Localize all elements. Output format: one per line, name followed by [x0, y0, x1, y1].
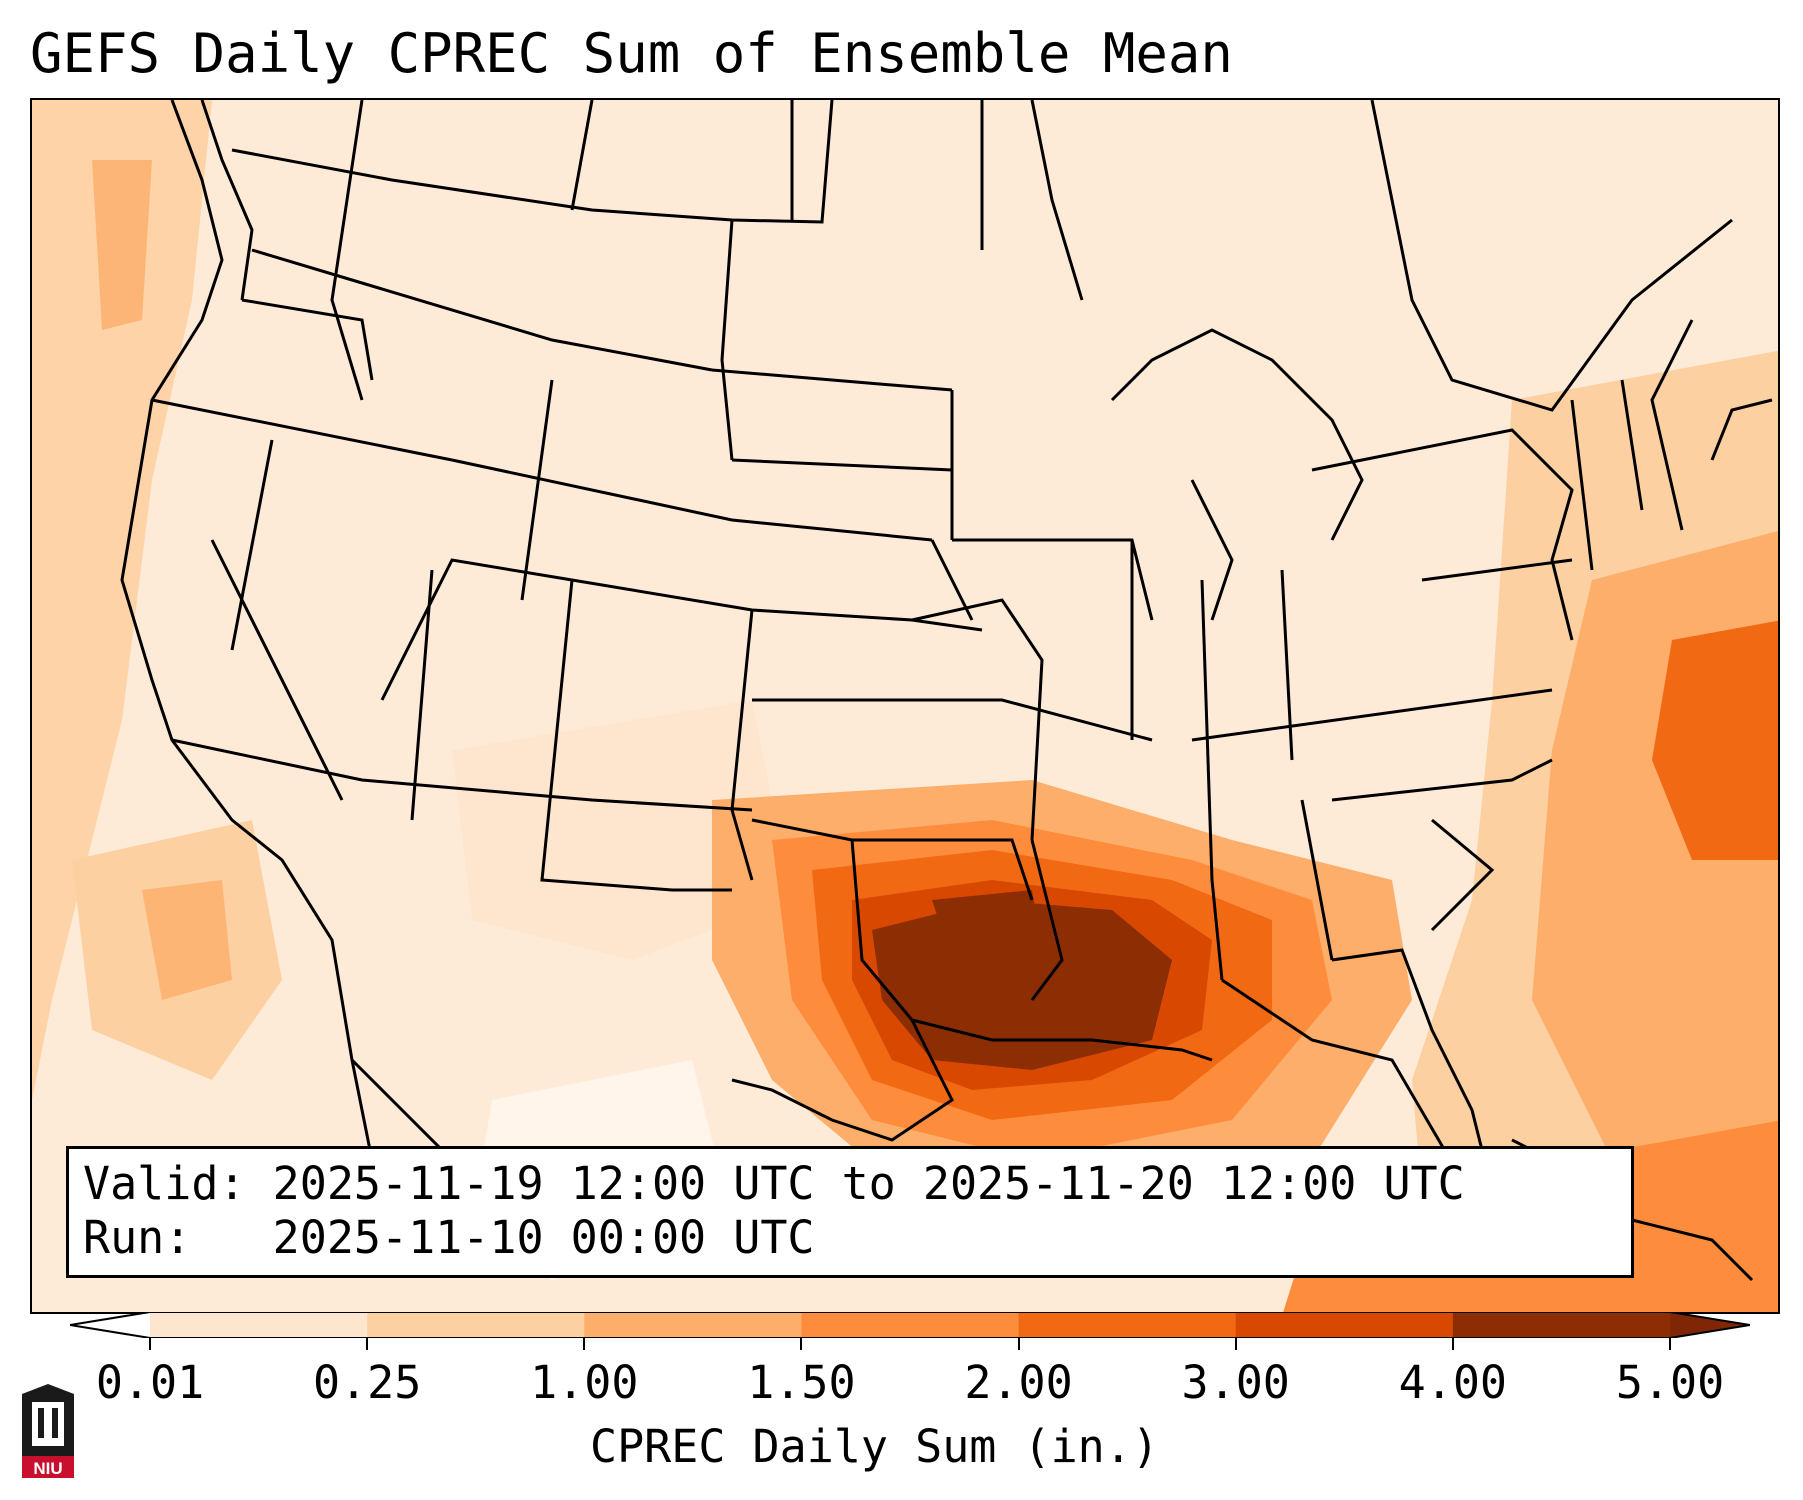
colorbar-tick: [800, 1338, 803, 1350]
validity-info-box: Valid: 2025-11-19 12:00 UTC to 2025-11-2…: [66, 1146, 1634, 1278]
chart-title: GEFS Daily CPREC Sum of Ensemble Mean: [30, 22, 1233, 85]
colorbar-tick: [1451, 1338, 1454, 1350]
colorbar-tick: [583, 1338, 586, 1350]
colorbar-tick-label: 2.00: [964, 1356, 1073, 1409]
university-logo-icon: NIU: [22, 1384, 74, 1478]
state-borders: [120, 100, 1733, 1222]
colorbar-over-extension: [1670, 1312, 1750, 1338]
colorbar-segment: [1235, 1312, 1454, 1338]
colorbar-tick: [1017, 1338, 1020, 1350]
colorbar-tick: [149, 1338, 151, 1350]
logo-text: NIU: [33, 1459, 62, 1478]
colorbar-tick-label: 0.25: [312, 1356, 422, 1409]
colorbar-tick-label: 4.00: [1398, 1356, 1508, 1409]
colorbar-tick-label: 1.50: [747, 1356, 856, 1409]
colorbar-segment: [150, 1312, 368, 1338]
colorbar-segment: [1452, 1312, 1671, 1338]
run-label: Run:: [83, 1211, 192, 1264]
colorbar-tick: [366, 1338, 369, 1350]
colorbar: [70, 1312, 1750, 1338]
colorbar-tick-label: 3.00: [1181, 1356, 1290, 1409]
valid-label: Valid:: [83, 1157, 246, 1210]
colorbar-segment: [1018, 1312, 1237, 1338]
colorbar-label: CPREC Daily Sum (in.): [590, 1420, 1159, 1473]
colorbar-tick-label: 0.01: [95, 1356, 205, 1409]
valid-value: 2025-11-19 12:00 UTC to 2025-11-20 12:00…: [272, 1157, 1465, 1210]
colorbar-tick: [1669, 1338, 1671, 1350]
colorbar-segment: [367, 1312, 585, 1338]
colorbar-segment: [584, 1312, 802, 1338]
map-canvas: [32, 100, 1778, 1312]
precip-map: [30, 98, 1780, 1314]
colorbar-segment: [801, 1312, 1020, 1338]
colorbar-tick: [1234, 1338, 1237, 1350]
colorbar-under-extension: [70, 1312, 150, 1338]
colorbar-tick-label: 5.00: [1615, 1356, 1725, 1409]
run-value: 2025-11-10 00:00 UTC: [272, 1211, 815, 1264]
colorbar-tick-label: 1.00: [530, 1356, 639, 1409]
